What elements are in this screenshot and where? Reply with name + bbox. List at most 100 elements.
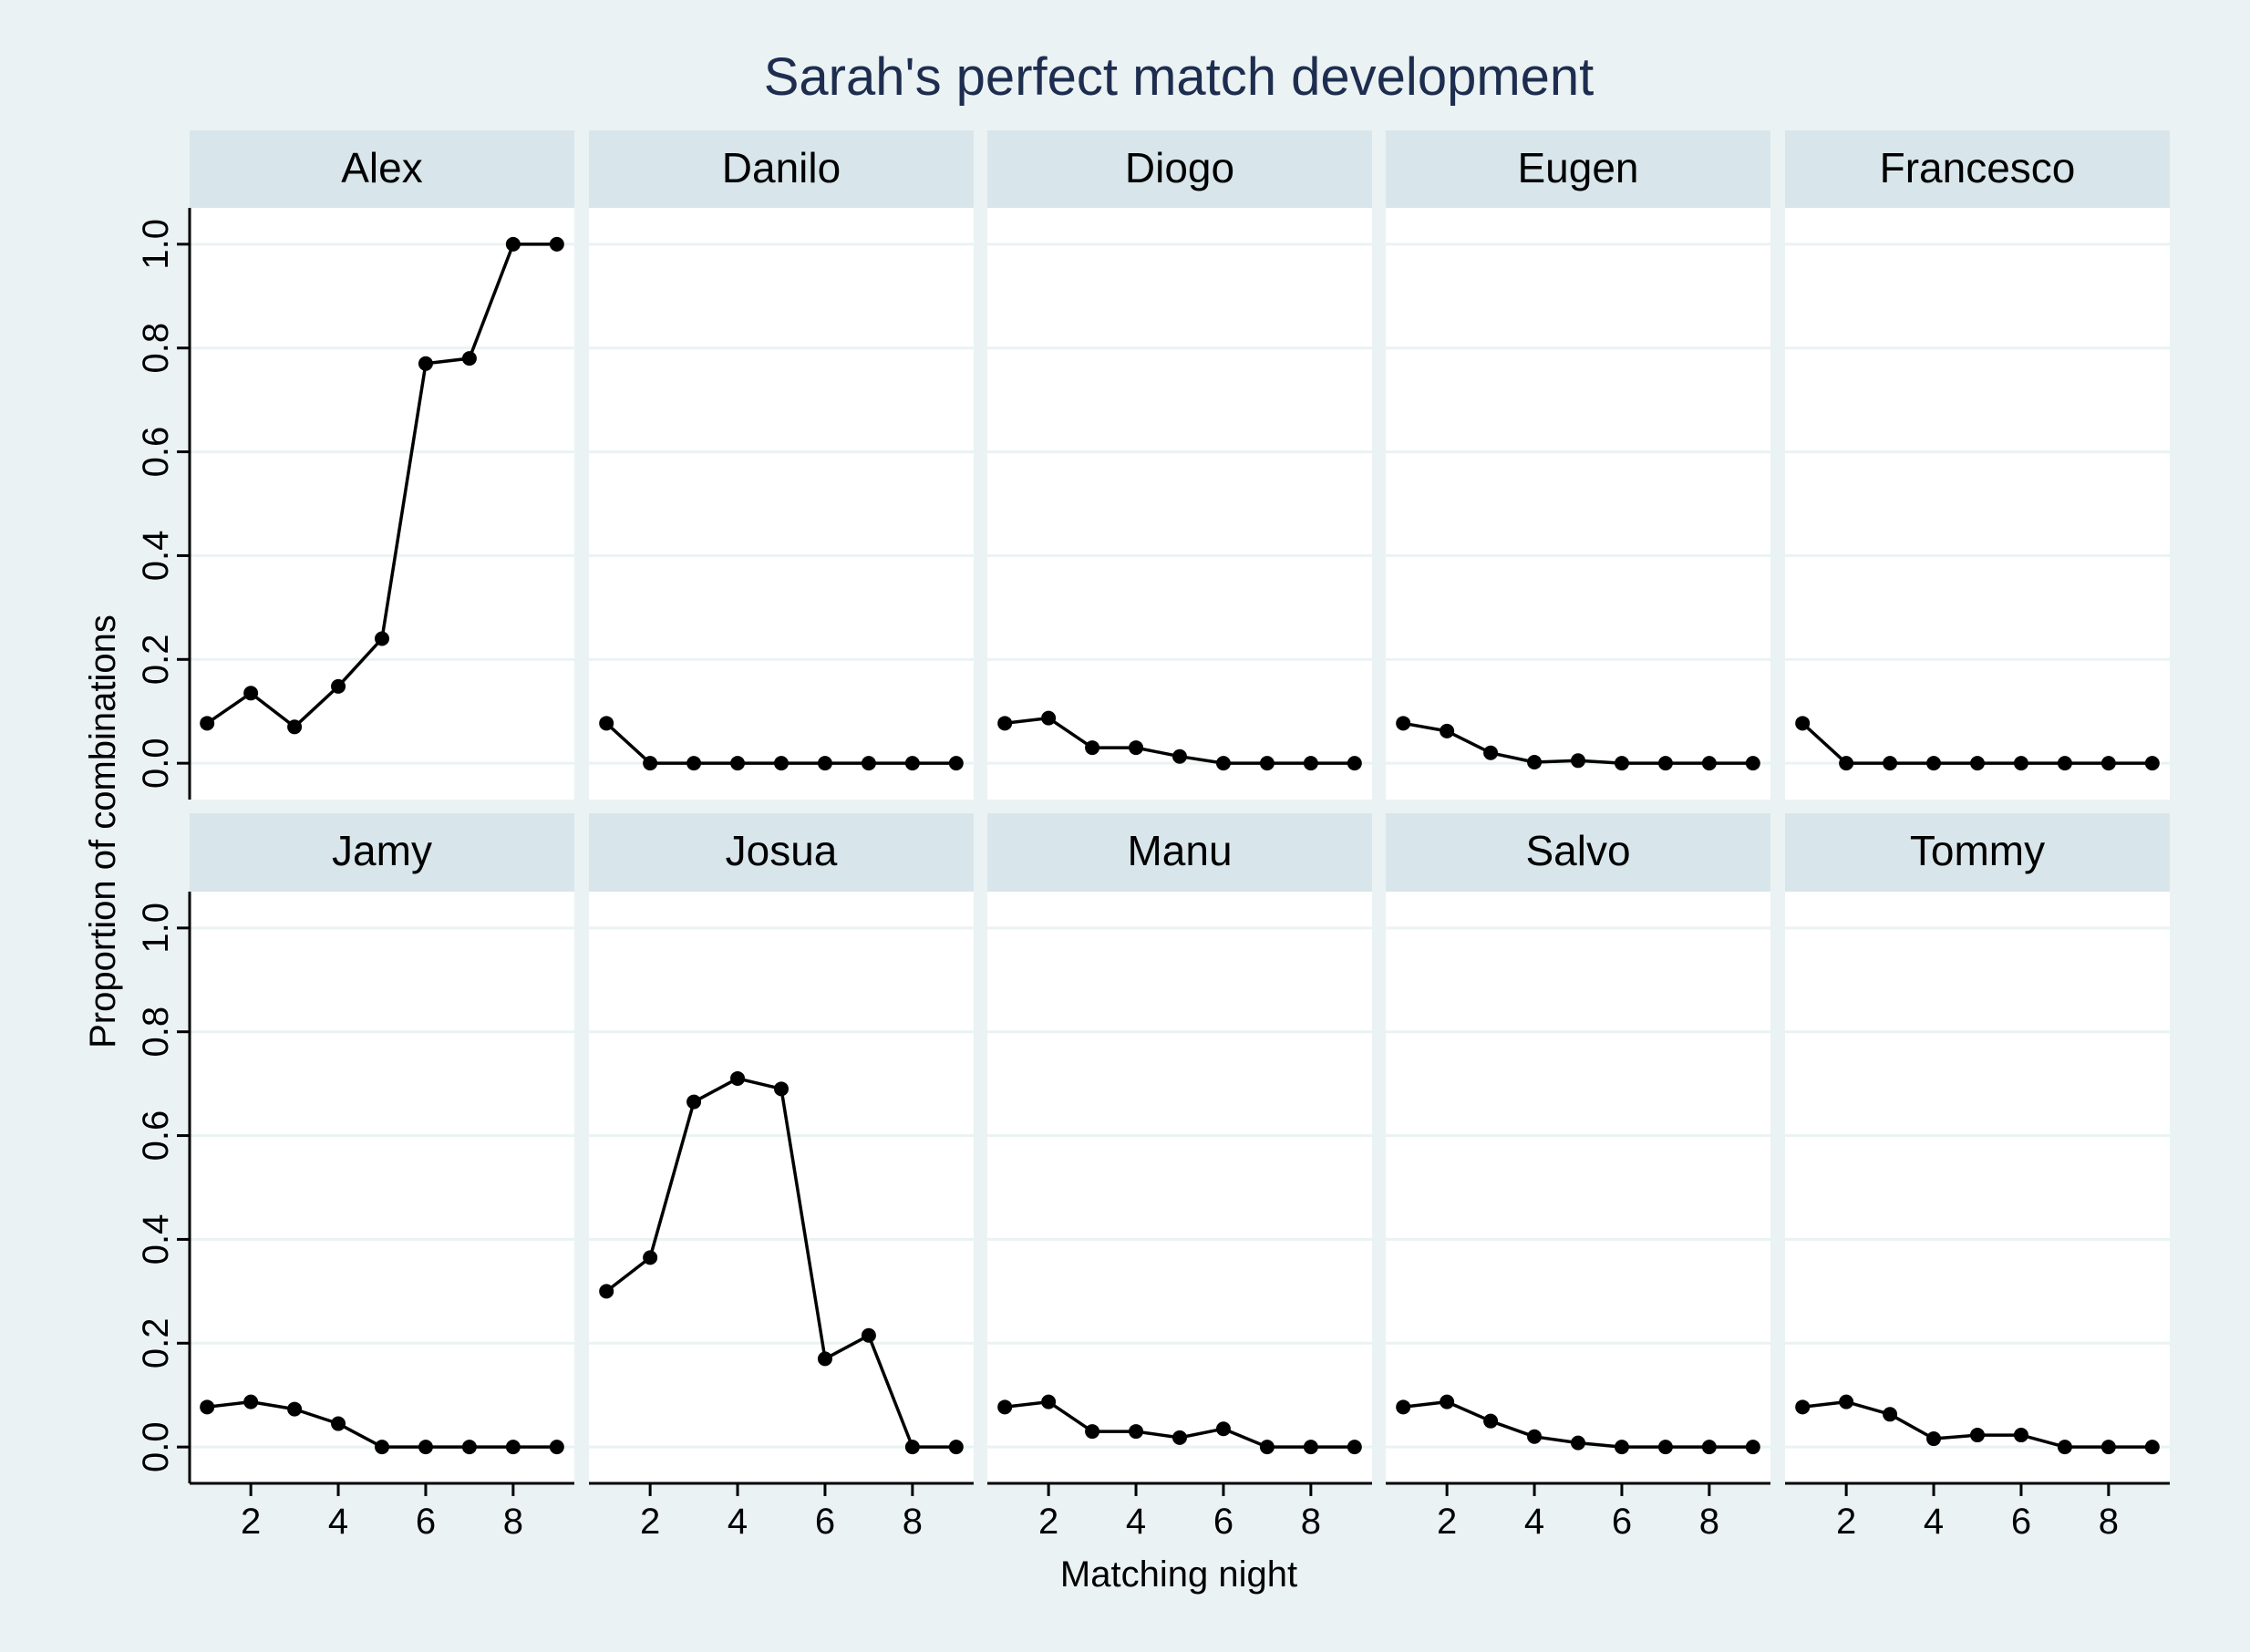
data-point	[774, 756, 789, 771]
data-point	[1129, 740, 1144, 756]
x-tick-label: 8	[903, 1502, 923, 1542]
y-tick-label: 0.6	[136, 1110, 176, 1162]
panel-strip	[987, 813, 1372, 892]
panel-title: Diogo	[1125, 144, 1234, 191]
panel-title: Francesco	[1880, 144, 2076, 191]
plot-area	[190, 208, 574, 800]
data-point	[1745, 756, 1760, 771]
panel-strip	[589, 813, 974, 892]
panel-title: Josua	[726, 827, 838, 874]
y-tick-label: 0.2	[136, 1317, 176, 1368]
x-tick-label: 4	[328, 1502, 348, 1542]
plot-area	[987, 892, 1372, 1483]
data-point	[2057, 1440, 2072, 1455]
y-tick-label: 0.4	[136, 531, 176, 582]
data-point	[2144, 756, 2160, 771]
plot-area	[1785, 892, 2170, 1483]
data-point	[505, 236, 521, 252]
panel-alex: Alex 0.0 0.2 0.4 0.6 0.8 1.0	[136, 130, 574, 800]
panel-francesco: Francesco	[1785, 130, 2170, 800]
data-point	[686, 1094, 702, 1110]
panel-diogo: Diogo	[987, 130, 1372, 800]
data-point	[861, 756, 876, 771]
data-point	[730, 1070, 746, 1086]
data-point	[1571, 753, 1585, 769]
panel-danilo: Danilo	[589, 130, 974, 800]
x-tick-label: 6	[416, 1502, 436, 1542]
panel-strip	[1386, 813, 1770, 892]
data-point	[948, 756, 964, 771]
y-tick-label: 0.8	[136, 1007, 176, 1058]
data-point	[1440, 1394, 1455, 1409]
data-point	[904, 1440, 920, 1455]
panel-eugen: Eugen	[1386, 130, 1770, 800]
data-point	[1041, 710, 1057, 726]
panel-josua: Josua 2 4 6 8	[589, 813, 974, 1542]
x-tick-label: 6	[2011, 1502, 2031, 1542]
data-point	[861, 1327, 876, 1343]
data-point	[1303, 1440, 1318, 1455]
data-point	[1172, 749, 1187, 764]
data-point	[2144, 1440, 2160, 1455]
y-tick-label: 1.0	[136, 219, 176, 270]
plot-area	[1386, 892, 1770, 1483]
data-point	[1839, 1394, 1854, 1409]
data-point	[643, 1250, 658, 1265]
panel-strip	[1785, 130, 2170, 208]
panel-strip	[190, 130, 574, 208]
panel-title: Alex	[341, 144, 422, 191]
x-tick-label: 4	[1924, 1502, 1944, 1542]
data-point	[599, 1284, 614, 1299]
data-point	[418, 1440, 433, 1455]
data-point	[1839, 756, 1854, 771]
panel-manu: Manu 2 4 6 8	[987, 813, 1372, 1542]
panel-jamy: Jamy 0.0 0.2 0.4 0.6 0.8 1.0 2 4 6 8	[136, 813, 574, 1542]
data-point	[1396, 1399, 1411, 1415]
data-point	[1483, 1413, 1499, 1429]
data-point	[1440, 723, 1455, 738]
data-point	[1701, 756, 1717, 771]
data-point	[1129, 1424, 1144, 1440]
y-tick-label: 0.0	[136, 738, 176, 789]
data-point	[1883, 1407, 1898, 1422]
data-point	[904, 756, 920, 771]
plot-area	[1785, 208, 2170, 800]
data-point	[948, 1440, 964, 1455]
plot-area	[1386, 208, 1770, 800]
x-tick-label: 8	[2099, 1502, 2119, 1542]
panel-title: Tommy	[1910, 827, 2045, 874]
data-point	[1614, 756, 1629, 771]
x-tick-label: 4	[728, 1502, 748, 1542]
panel-strip	[190, 813, 574, 892]
panel-strip	[1386, 130, 1770, 208]
data-point	[375, 1440, 389, 1455]
data-point	[1795, 716, 1811, 731]
panel-title: Danilo	[722, 144, 841, 191]
data-point	[418, 356, 433, 371]
y-tick-label: 0.4	[136, 1214, 176, 1265]
data-point	[1085, 1424, 1100, 1440]
data-point	[1970, 1428, 1985, 1443]
data-point	[1085, 740, 1100, 756]
x-tick-label: 6	[1213, 1502, 1233, 1542]
panel-salvo: Salvo 2 4 6 8	[1386, 813, 1770, 1542]
x-tick-label: 4	[1524, 1502, 1544, 1542]
data-point	[817, 756, 832, 771]
data-point	[1259, 756, 1275, 771]
x-tick-label: 6	[1612, 1502, 1632, 1542]
data-point	[1259, 1440, 1275, 1455]
data-point	[997, 1399, 1013, 1415]
plot-area	[589, 208, 974, 800]
plot-area	[190, 892, 574, 1483]
y-tick-label: 1.0	[136, 903, 176, 954]
y-tick-label: 0.8	[136, 323, 176, 374]
panel-title: Eugen	[1517, 144, 1638, 191]
panel-strip	[589, 130, 974, 208]
x-tick-label: 2	[241, 1502, 261, 1542]
x-tick-label: 4	[1126, 1502, 1146, 1542]
chart-title: Sarah's perfect match development	[764, 47, 1595, 107]
x-tick-label: 8	[1699, 1502, 1719, 1542]
data-point	[1041, 1394, 1057, 1409]
x-tick-label: 8	[503, 1502, 523, 1542]
data-point	[1657, 1440, 1673, 1455]
